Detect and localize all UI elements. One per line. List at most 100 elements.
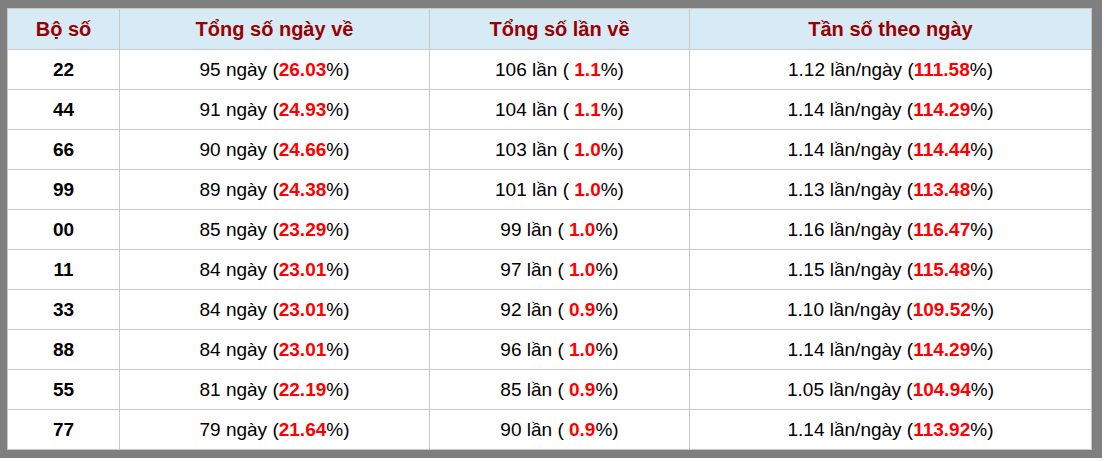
times-percent: 0.9 <box>569 379 595 400</box>
table-row: 77 79 ngày (21.64%) 90 lần ( 0.9%) 1.14 … <box>8 410 1092 450</box>
times-close: %) <box>595 339 618 360</box>
total-days-cell: 95 ngày (26.03%) <box>120 50 430 90</box>
days-percent: 22.19 <box>279 379 327 400</box>
table-row: 99 89 ngày (24.38%) 101 lần ( 1.0%) 1.13… <box>8 170 1092 210</box>
days-text: 95 ngày ( <box>199 59 278 80</box>
times-text: 103 lần ( <box>495 139 574 160</box>
pair-cell: 77 <box>8 410 120 450</box>
frequency-percent: 116.47 <box>913 219 970 240</box>
total-times-cell: 96 lần ( 1.0%) <box>430 330 690 370</box>
pair-cell: 55 <box>8 370 120 410</box>
frequency-text: 1.12 lần/ngày ( <box>788 59 914 80</box>
days-close: %) <box>326 139 349 160</box>
total-days-cell: 81 ngày (22.19%) <box>120 370 430 410</box>
frequency-cell: 1.15 lần/ngày (115.48%) <box>690 250 1092 290</box>
pair-value: 44 <box>53 99 74 120</box>
times-text: 92 lần ( <box>500 299 569 320</box>
total-times-cell: 101 lần ( 1.0%) <box>430 170 690 210</box>
frequency-cell: 1.12 lần/ngày (111.58%) <box>690 50 1092 90</box>
days-percent: 23.01 <box>279 299 327 320</box>
days-close: %) <box>326 59 349 80</box>
frequency-close: %) <box>970 179 993 200</box>
frequency-cell: 1.16 lần/ngày (116.47%) <box>690 210 1092 250</box>
days-close: %) <box>326 299 349 320</box>
pair-value: 99 <box>53 179 74 200</box>
times-close: %) <box>601 59 624 80</box>
pair-value: 55 <box>53 379 74 400</box>
frequency-close: %) <box>970 139 993 160</box>
total-days-cell: 89 ngày (24.38%) <box>120 170 430 210</box>
pair-value: 77 <box>53 419 74 440</box>
total-days-cell: 84 ngày (23.01%) <box>120 290 430 330</box>
times-percent: 1.0 <box>569 259 595 280</box>
days-close: %) <box>326 99 349 120</box>
pair-value: 11 <box>53 259 73 280</box>
table-frame: Bộ số Tổng số ngày về Tổng số lần về Tần… <box>0 0 1102 458</box>
pair-value: 33 <box>53 299 74 320</box>
times-text: 97 lần ( <box>500 259 569 280</box>
total-days-cell: 84 ngày (23.01%) <box>120 250 430 290</box>
times-percent: 1.0 <box>574 139 600 160</box>
pair-value: 88 <box>53 339 74 360</box>
total-times-cell: 99 lần ( 1.0%) <box>430 210 690 250</box>
days-percent: 23.29 <box>279 219 327 240</box>
frequency-close: %) <box>970 339 993 360</box>
frequency-percent: 109.52 <box>913 299 971 320</box>
days-close: %) <box>326 419 349 440</box>
times-close: %) <box>595 219 618 240</box>
days-percent: 21.64 <box>279 419 327 440</box>
days-percent: 23.01 <box>279 259 327 280</box>
times-text: 90 lần ( <box>500 419 569 440</box>
frequency-percent: 114.44 <box>913 139 970 160</box>
times-percent: 0.9 <box>569 419 595 440</box>
times-text: 99 lần ( <box>500 219 569 240</box>
frequency-text: 1.14 lần/ngày ( <box>787 419 913 440</box>
total-times-cell: 104 lần ( 1.1%) <box>430 90 690 130</box>
times-close: %) <box>601 99 624 120</box>
pair-value: 22 <box>53 59 74 80</box>
frequency-percent: 113.48 <box>913 179 970 200</box>
days-text: 84 ngày ( <box>199 299 278 320</box>
days-text: 79 ngày ( <box>199 419 278 440</box>
times-text: 104 lần ( <box>495 99 574 120</box>
frequency-close: %) <box>970 59 993 80</box>
table-row: 88 84 ngày (23.01%) 96 lần ( 1.0%) 1.14 … <box>8 330 1092 370</box>
days-close: %) <box>326 179 349 200</box>
frequency-percent: 113.92 <box>913 419 970 440</box>
frequency-close: %) <box>970 99 993 120</box>
table-row: 66 90 ngày (24.66%) 103 lần ( 1.0%) 1.14… <box>8 130 1092 170</box>
lottery-pair-stats-table: Bộ số Tổng số ngày về Tổng số lần về Tần… <box>7 8 1092 450</box>
days-percent: 24.93 <box>279 99 327 120</box>
total-times-cell: 92 lần ( 0.9%) <box>430 290 690 330</box>
days-text: 84 ngày ( <box>199 339 278 360</box>
times-close: %) <box>601 139 624 160</box>
frequency-percent: 114.29 <box>913 339 970 360</box>
frequency-text: 1.10 lần/ngày ( <box>787 299 913 320</box>
days-percent: 24.66 <box>279 139 327 160</box>
pair-value: 00 <box>53 219 74 240</box>
table-row: 33 84 ngày (23.01%) 92 lần ( 0.9%) 1.10 … <box>8 290 1092 330</box>
frequency-text: 1.16 lần/ngày ( <box>787 219 913 240</box>
frequency-percent: 114.29 <box>913 99 970 120</box>
table-row: 44 91 ngày (24.93%) 104 lần ( 1.1%) 1.14… <box>8 90 1092 130</box>
days-close: %) <box>326 379 349 400</box>
frequency-text: 1.14 lần/ngày ( <box>787 139 913 160</box>
days-percent: 24.38 <box>279 179 327 200</box>
frequency-close: %) <box>970 219 993 240</box>
times-close: %) <box>595 419 618 440</box>
pair-cell: 22 <box>8 50 120 90</box>
days-text: 81 ngày ( <box>199 379 278 400</box>
frequency-close: %) <box>970 259 993 280</box>
times-percent: 1.0 <box>569 339 595 360</box>
frequency-text: 1.14 lần/ngày ( <box>787 99 913 120</box>
table-row: 22 95 ngày (26.03%) 106 lần ( 1.1%) 1.12… <box>8 50 1092 90</box>
pair-cell: 44 <box>8 90 120 130</box>
days-close: %) <box>326 339 349 360</box>
frequency-text: 1.05 lần/ngày ( <box>787 379 913 400</box>
header-row: Bộ số Tổng số ngày về Tổng số lần về Tần… <box>8 9 1092 50</box>
frequency-cell: 1.13 lần/ngày (113.48%) <box>690 170 1092 210</box>
total-days-cell: 79 ngày (21.64%) <box>120 410 430 450</box>
header-pair: Bộ số <box>8 9 120 50</box>
frequency-close: %) <box>970 419 993 440</box>
times-text: 101 lần ( <box>495 179 574 200</box>
